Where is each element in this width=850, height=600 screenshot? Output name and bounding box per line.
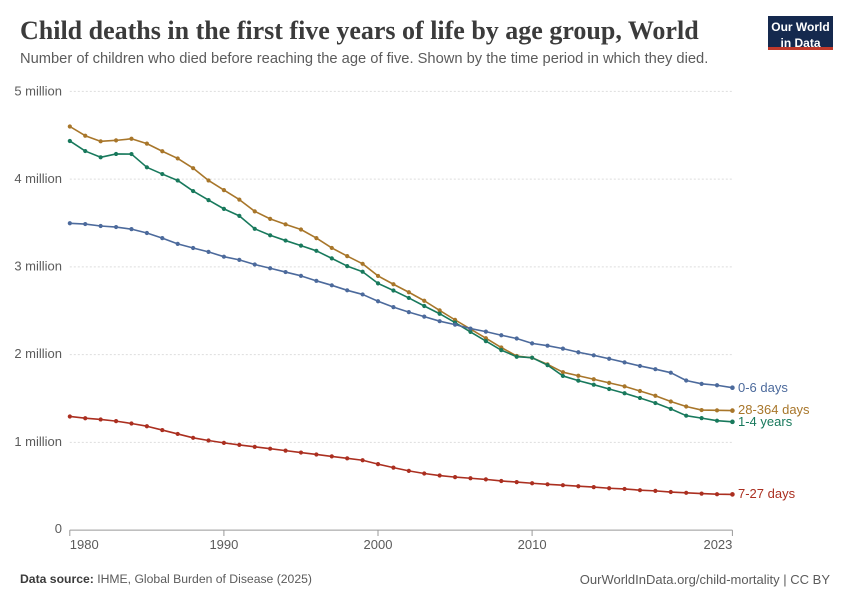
svg-text:3 million: 3 million <box>14 259 62 274</box>
svg-text:0: 0 <box>55 521 62 536</box>
svg-text:2023: 2023 <box>703 537 732 552</box>
svg-text:2 million: 2 million <box>14 346 62 361</box>
svg-text:1990: 1990 <box>209 537 238 552</box>
svg-text:4 million: 4 million <box>14 171 62 186</box>
svg-text:2010: 2010 <box>518 537 547 552</box>
svg-text:1-4 years: 1-4 years <box>738 414 793 429</box>
svg-text:7-27 days: 7-27 days <box>738 486 796 501</box>
svg-text:1980: 1980 <box>70 537 99 552</box>
svg-text:2000: 2000 <box>364 537 393 552</box>
svg-text:5 million: 5 million <box>14 84 62 99</box>
svg-text:0-6 days: 0-6 days <box>738 380 788 395</box>
svg-text:1 million: 1 million <box>14 434 62 449</box>
